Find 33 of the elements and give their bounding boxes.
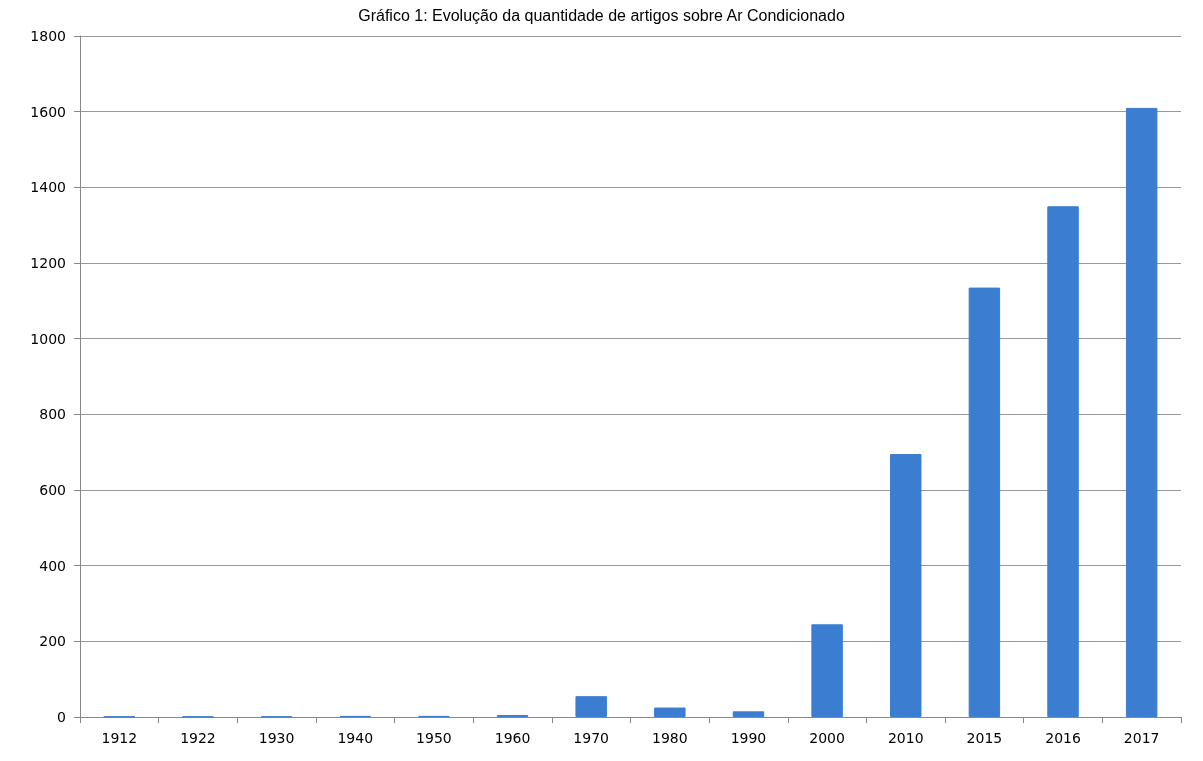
y-tick-label: 1000	[30, 330, 66, 347]
x-tick-label: 2017	[1123, 730, 1160, 746]
bar	[654, 707, 686, 717]
x-tick-label: 1940	[337, 730, 374, 746]
x-tick-label: 1930	[258, 730, 295, 746]
y-tick-label: 1400	[30, 179, 66, 196]
y-tick-label: 600	[39, 482, 66, 498]
x-tick-label: 2010	[887, 730, 924, 746]
x-tick-label: 2000	[809, 730, 845, 746]
bar	[890, 454, 922, 717]
bar	[1047, 206, 1079, 717]
x-tick-label: 1912	[101, 730, 138, 746]
bar	[968, 287, 1001, 717]
bar	[811, 624, 843, 717]
y-tick-label: 1200	[30, 255, 66, 271]
y-tick-label: 200	[39, 633, 66, 650]
y-tick-label: 400	[39, 557, 66, 574]
chart-title: Gráfico 1: Evolução da quantidade de artigos sobre Ar Condicionado	[358, 6, 845, 24]
x-tick-label: 1990	[730, 730, 767, 746]
y-tick-label: 0	[57, 709, 66, 725]
x-tick-label: 1950	[416, 730, 452, 746]
y-tick-label: 1800	[30, 28, 66, 44]
bar	[1125, 107, 1158, 717]
x-tick-label: 1922	[180, 730, 216, 746]
bar	[575, 696, 607, 717]
x-tick-label: 2016	[1045, 730, 1081, 746]
x-tick-label: 1960	[494, 730, 531, 746]
x-tick-label: 1980	[652, 730, 688, 746]
y-tick-label: 800	[39, 406, 66, 423]
y-tick-label: 1600	[30, 103, 66, 120]
x-tick-label: 1970	[573, 730, 609, 746]
bar	[732, 711, 765, 717]
x-tick-label: 2015	[966, 730, 1003, 746]
